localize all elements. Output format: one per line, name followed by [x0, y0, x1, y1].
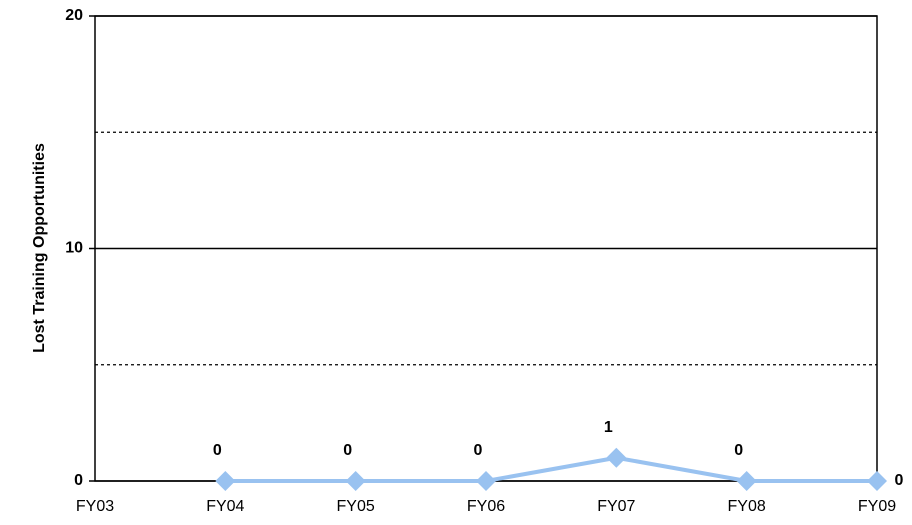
x-tick-label: FY08: [728, 498, 766, 515]
y-axis-label: Lost Training Opportunities: [31, 143, 48, 353]
data-label: 1: [604, 419, 613, 436]
x-tick-label: FY03: [76, 498, 114, 515]
data-label: 0: [734, 442, 743, 459]
marker: [867, 471, 887, 491]
marker: [736, 471, 757, 491]
y-tick-label: 10: [65, 240, 83, 257]
data-label: 0: [213, 442, 222, 459]
x-tick-label: FY07: [597, 498, 635, 515]
x-tick-label: FY06: [467, 498, 505, 515]
marker: [215, 471, 236, 491]
data-label: 0: [895, 472, 904, 489]
line: [225, 455, 877, 483]
marker: [476, 471, 496, 491]
y-tick-label: 0: [74, 472, 83, 489]
marker: [606, 447, 627, 468]
data-label: 0: [474, 442, 483, 459]
y-tick-label: 20: [65, 7, 83, 24]
x-tick-label: FY04: [206, 498, 244, 515]
x-tick-label: FY09: [858, 498, 896, 515]
x-tick-label: FY05: [337, 498, 375, 515]
data-label: 0: [343, 442, 352, 459]
marker: [345, 471, 366, 491]
